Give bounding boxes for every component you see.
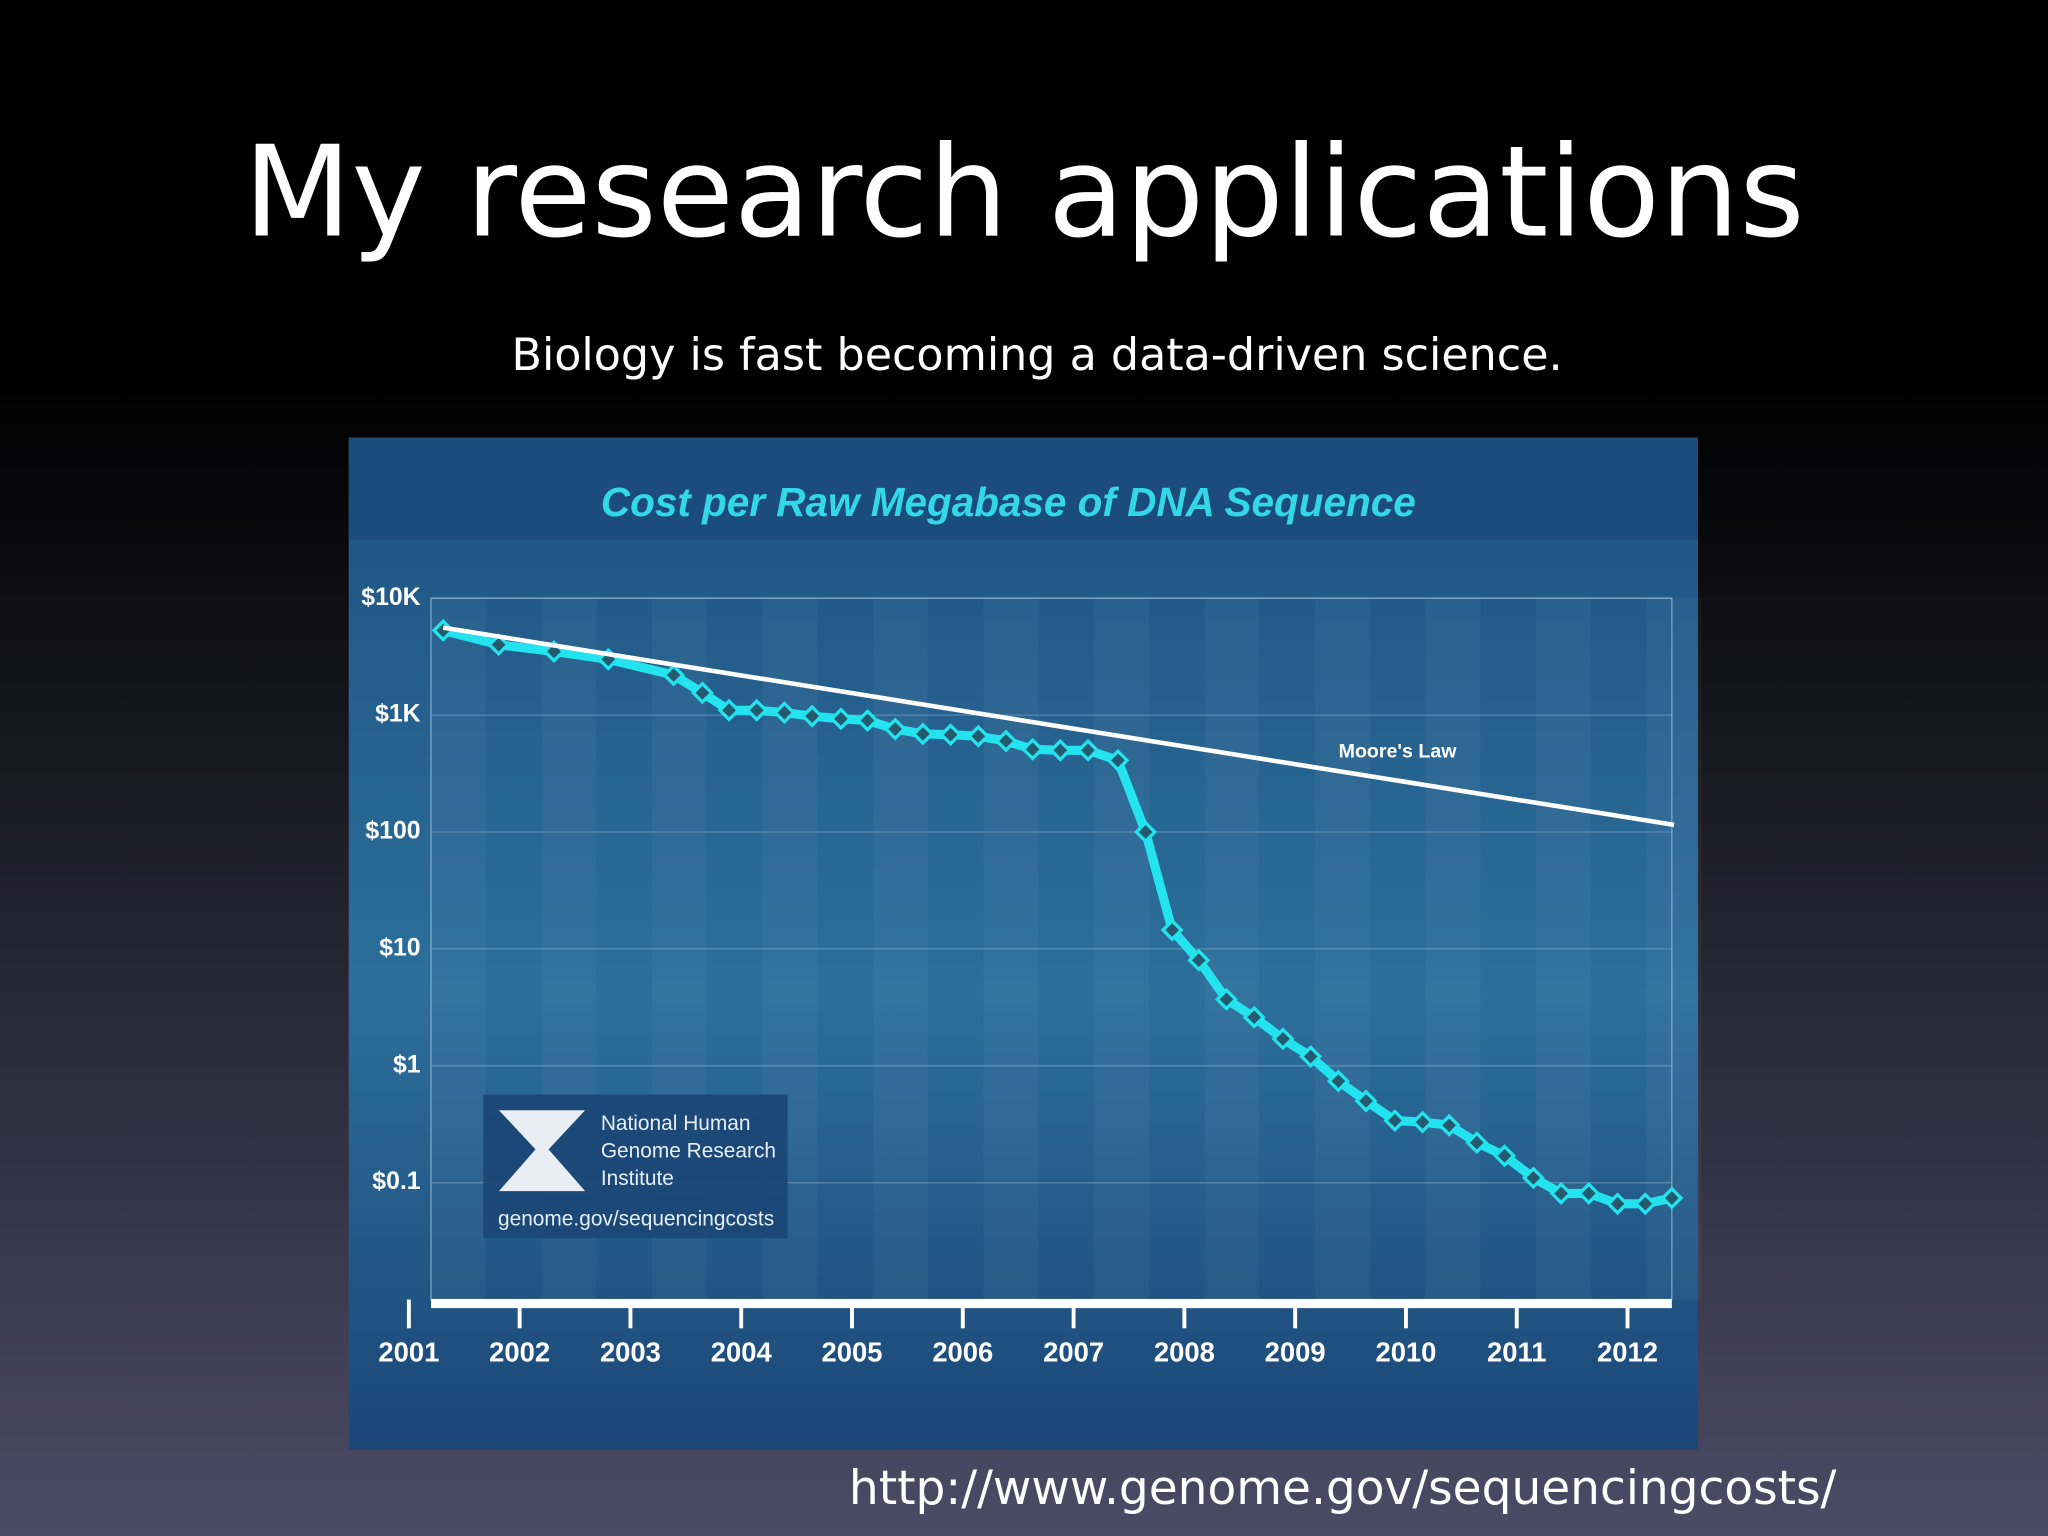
point [966, 724, 990, 748]
chart-title-band [348, 437, 1698, 540]
point [1106, 748, 1130, 772]
stripe [1315, 598, 1370, 1300]
logo-url: genome.gov/sequencingcosts [498, 1207, 774, 1230]
point [1299, 1045, 1323, 1068]
point [690, 681, 714, 705]
point [1134, 820, 1158, 844]
point [1048, 738, 1072, 762]
chart-title: Cost per Raw Megabase of DNA Sequence [601, 479, 1416, 525]
point [1493, 1144, 1517, 1168]
logo-icon [498, 1110, 586, 1192]
point [1242, 1005, 1266, 1029]
point [883, 717, 907, 741]
x-tick-label: 2001 [378, 1337, 439, 1368]
point [745, 698, 769, 722]
point [1411, 1110, 1435, 1134]
x-tick-label: 2010 [1375, 1337, 1436, 1368]
point [1521, 1166, 1545, 1190]
point [1160, 918, 1184, 942]
point [1076, 738, 1100, 762]
y-tick-label: $10 [379, 934, 420, 961]
stripe [1646, 598, 1702, 1300]
x-tick-label: 2011 [1487, 1337, 1546, 1368]
x-tick-label: 2012 [1597, 1337, 1658, 1368]
point [1354, 1089, 1378, 1113]
x-tick-label: 2008 [1154, 1337, 1215, 1368]
point [1577, 1181, 1601, 1205]
y-tick-label: $1 [393, 1051, 421, 1078]
stripe [1094, 598, 1149, 1300]
point [772, 701, 796, 725]
point [662, 663, 686, 687]
point [1549, 1181, 1573, 1205]
y-tick-label: $0.1 [372, 1168, 420, 1195]
stripe [1425, 598, 1481, 1300]
logo-text: Genome Research [601, 1140, 776, 1163]
stripe [873, 598, 928, 1300]
point [1465, 1131, 1489, 1155]
point [1383, 1109, 1407, 1133]
point [994, 729, 1018, 753]
x-tick-label: 2009 [1265, 1337, 1326, 1368]
point [1660, 1186, 1684, 1210]
stripe [1204, 598, 1260, 1300]
point [829, 707, 853, 731]
point [1021, 737, 1045, 761]
x-tick-label: 2007 [1043, 1337, 1104, 1368]
y-tick-label: $10K [361, 584, 420, 611]
chart-panel [348, 437, 1698, 1450]
point [1633, 1192, 1657, 1216]
slide-title: My research applications [243, 119, 1804, 265]
x-tick-label: 2004 [711, 1337, 773, 1368]
point [1187, 948, 1211, 972]
y-tick-label: $1K [375, 701, 421, 728]
slide-subtitle: Biology is fast becoming a data-driven s… [511, 330, 1562, 381]
x-tick-label: 2002 [489, 1337, 550, 1368]
logo-text: Institute [601, 1167, 674, 1190]
x-tick-label: 2003 [600, 1337, 661, 1368]
y-tick-label: $100 [365, 818, 420, 845]
x-tick-label: 2005 [822, 1337, 883, 1368]
point [856, 708, 879, 732]
point [1437, 1113, 1461, 1137]
point [487, 633, 511, 657]
point [1215, 987, 1238, 1011]
series-label: Moore's Law [1339, 740, 1458, 762]
point [1606, 1192, 1630, 1216]
point [1271, 1027, 1295, 1051]
x-tick-label: 2006 [932, 1337, 993, 1368]
point [939, 723, 963, 747]
plot: $10K $1K $100 $10 $1 $0.1 2001 2002 2003 2004 2005… [361, 584, 1702, 1368]
point [1326, 1069, 1350, 1093]
point [717, 698, 741, 722]
point [800, 704, 824, 728]
stripe [431, 598, 486, 1300]
source-url: http://www.genome.gov/sequencingcosts/ [849, 1461, 1837, 1516]
logo-text: National Human [601, 1112, 751, 1135]
series-line [442, 625, 1675, 828]
point [911, 722, 935, 746]
